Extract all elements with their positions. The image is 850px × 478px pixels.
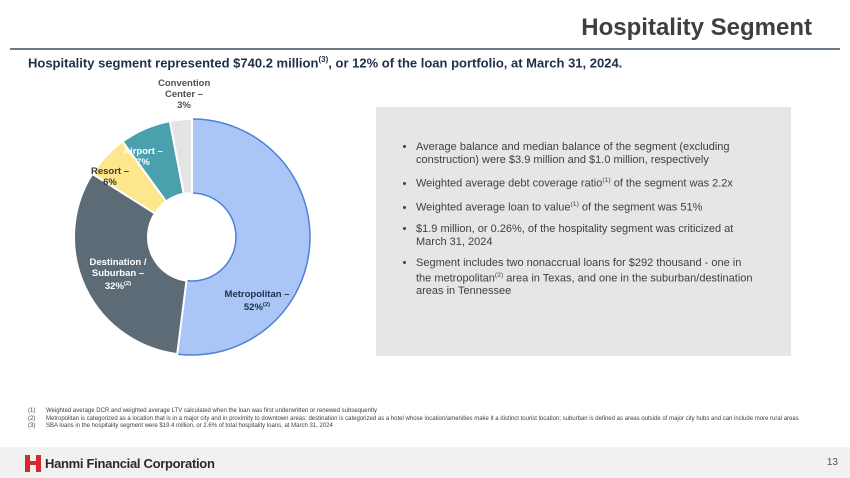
- bullet: $1.9 million, or 0.26%, of the hospitali…: [416, 223, 756, 248]
- footnote-number: (3): [28, 423, 36, 429]
- bullet: Weighted average loan to value(1) of the…: [416, 199, 756, 214]
- slice-category: Airport –: [123, 146, 163, 157]
- footnote-ref: (2): [123, 281, 132, 287]
- slice-label: Convention Center –3%: [158, 78, 210, 111]
- bullet: Segment includes two nonaccrual loans fo…: [416, 257, 756, 297]
- footnote-text: Metropolitan is categorized as a locatio…: [46, 415, 799, 422]
- footnote-ref: (1): [570, 201, 579, 209]
- footnote-text: Weighted average DCR and weighted averag…: [46, 408, 377, 414]
- slice-label: Destination / Suburban – 32%(2): [78, 257, 158, 292]
- subtitle-text: , or 12% of the loan portfolio, at March…: [328, 55, 623, 71]
- footnote-ref: (3): [318, 55, 329, 64]
- footnote: (3) SBA loans in the hospitality segment …: [28, 423, 828, 431]
- slice-value: 52%: [243, 302, 263, 314]
- page-number: 13: [826, 457, 838, 468]
- footnote-number: (2): [28, 415, 36, 422]
- bullet: Average balance and median balance of th…: [416, 141, 756, 166]
- footnote-number: (1): [28, 408, 36, 414]
- bullet-text: Weighted average loan to value: [416, 201, 571, 214]
- slice-value: 3%: [177, 100, 191, 111]
- title-rule: [10, 48, 840, 50]
- subtitle-text: Hospitality segment represented $740.2 m…: [28, 55, 319, 71]
- donut-chart: [73, 117, 311, 356]
- footnote: (2) Metropolitan is categorized as a loca…: [28, 416, 828, 424]
- slice-value: 6%: [103, 177, 117, 188]
- slice-category: Resort –: [90, 166, 129, 177]
- slice-value: 32%: [104, 281, 124, 293]
- footer: Hanmi Financial Corporation 13: [0, 447, 850, 478]
- donut-slice: [176, 118, 311, 356]
- bullet-text: of the segment was 2.2x: [610, 177, 733, 190]
- slice-value: 7%: [136, 157, 150, 168]
- slice-category: Metropolitan –: [224, 289, 290, 300]
- slide-title: Hospitality Segment: [581, 14, 812, 41]
- subtitle: Hospitality segment represented $740.2 m…: [28, 55, 622, 70]
- footnote-ref: (1): [602, 177, 611, 184]
- footnotes: (1) Weighted average DCR and weighted ave…: [28, 408, 828, 431]
- slice-category: Destination / Suburban –: [89, 257, 147, 279]
- company-name: Hanmi Financial Corporation: [45, 456, 215, 471]
- footnote-text: SBA loans in the hospitality segment wer…: [46, 423, 333, 429]
- bullet-text: area in Texas, and one in the suburban/d…: [416, 272, 753, 297]
- bullet: Weighted average debt coverage ratio(1) …: [416, 175, 756, 190]
- donut-slice: [73, 172, 188, 356]
- bullet-text: Segment includes two nonaccrual loans fo…: [416, 257, 742, 285]
- bullet-text: $1.9 million, or 0.26%, of the hospitali…: [416, 223, 734, 248]
- footnote-ref: (2): [494, 271, 504, 279]
- bullet-text: Weighted average debt coverage ratio: [416, 177, 603, 190]
- footnote-ref: (2): [262, 302, 271, 308]
- info-box: Average balance and median balance of th…: [376, 107, 791, 356]
- slice-label: Airport –7%: [118, 146, 168, 168]
- slice-label: Resort –6%: [90, 166, 130, 188]
- slice-category: Convention Center –: [158, 78, 211, 100]
- bullet-text: of the segment was 51%: [578, 201, 703, 214]
- bullet-list: Average balance and median balance of th…: [376, 141, 756, 306]
- bullet-text: Average balance and median balance of th…: [416, 141, 730, 166]
- logo-icon: [25, 455, 41, 472]
- donut-slice: [168, 117, 193, 195]
- slice-label: Metropolitan – 52%(2): [222, 289, 292, 313]
- footnote: (1) Weighted average DCR and weighted ave…: [28, 408, 828, 416]
